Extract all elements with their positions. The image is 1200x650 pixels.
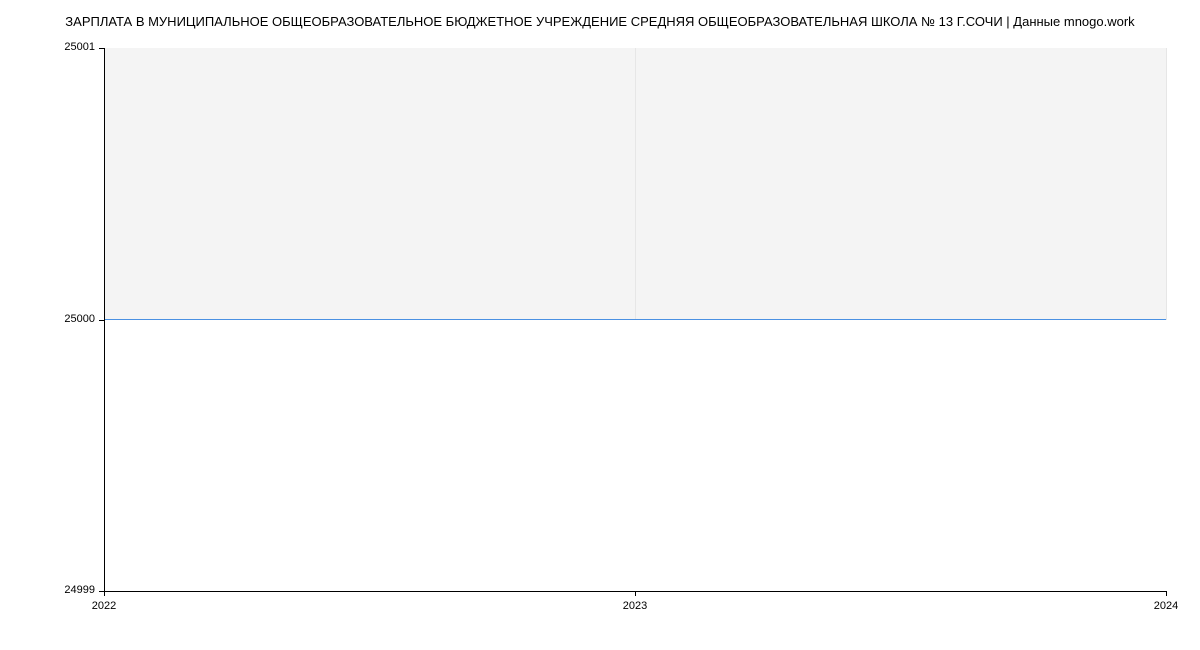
- y-tick-label: 24999: [64, 584, 95, 596]
- x-tick-label: 2023: [605, 600, 665, 612]
- chart-title: ЗАРПЛАТА В МУНИЦИПАЛЬНОЕ ОБЩЕОБРАЗОВАТЕЛ…: [0, 14, 1200, 29]
- y-tick: [99, 320, 104, 321]
- x-tick-label: 2022: [74, 600, 134, 612]
- x-tick: [1166, 591, 1167, 596]
- gridline-v: [635, 48, 636, 320]
- data-line: [104, 319, 1166, 320]
- x-tick: [104, 591, 105, 596]
- gridline-v: [1166, 48, 1167, 320]
- y-tick-label: 25001: [64, 41, 95, 53]
- chart-container: ЗАРПЛАТА В МУНИЦИПАЛЬНОЕ ОБЩЕОБРАЗОВАТЕЛ…: [0, 0, 1200, 650]
- y-axis-line: [104, 48, 105, 591]
- y-tick: [99, 48, 104, 49]
- y-tick-label: 25000: [64, 313, 95, 325]
- x-tick-label: 2024: [1136, 600, 1196, 612]
- x-tick: [635, 591, 636, 596]
